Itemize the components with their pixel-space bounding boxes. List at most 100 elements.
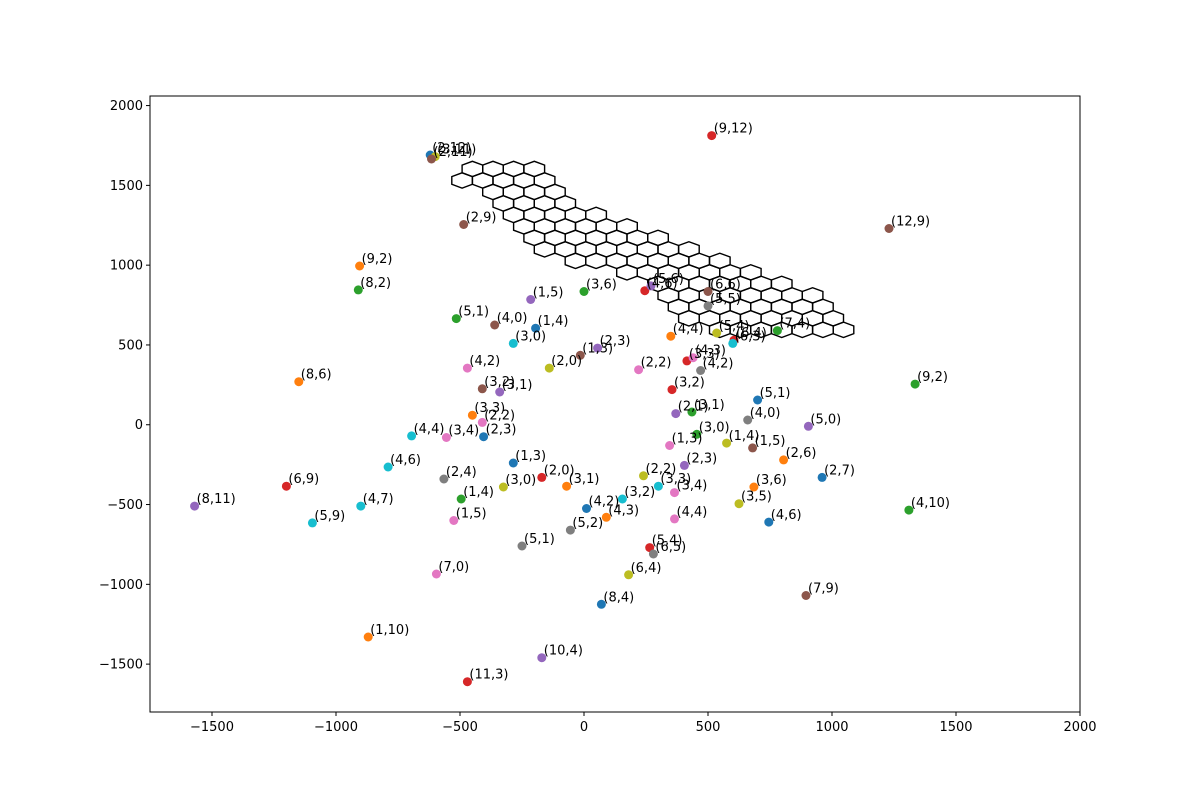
- point-label: (9,12): [714, 122, 753, 137]
- scatter-point: [508, 458, 518, 468]
- point-label: (1,5): [456, 507, 487, 522]
- scatter-point: [639, 471, 648, 481]
- scatter-point: [803, 421, 813, 431]
- point-label: (3,11): [437, 143, 476, 158]
- point-label: (3,3): [474, 401, 505, 416]
- scatter-point: [537, 472, 547, 482]
- point-label: (5,9): [314, 509, 345, 524]
- point-label: (5,2): [572, 516, 603, 531]
- point-label: (4,0): [497, 311, 528, 326]
- y-tick-label: −500: [107, 498, 143, 513]
- point-label: (2,0): [551, 354, 582, 369]
- scatter-point: [281, 481, 291, 491]
- scatter-point: [531, 323, 541, 333]
- scatter-point: [743, 415, 753, 425]
- scatter-point: [703, 287, 713, 296]
- scatter-point: [439, 474, 449, 484]
- scatter-point: [427, 154, 436, 164]
- scatter-point: [451, 314, 461, 324]
- y-tick-label: 1500: [110, 179, 143, 194]
- scatter-point: [544, 363, 554, 373]
- point-label: (1,5): [533, 286, 564, 301]
- point-label: (2,0): [544, 463, 575, 478]
- point-label: (4,6): [390, 453, 421, 468]
- y-tick-label: −1000: [99, 578, 143, 593]
- point-label: (2,6): [786, 446, 817, 461]
- scatter-point: [712, 328, 722, 338]
- scatter-point: [294, 377, 304, 387]
- scatter-point: [355, 261, 365, 271]
- point-label: (3,6): [586, 278, 617, 293]
- point-label: (1,4): [463, 485, 494, 500]
- scatter-point: [671, 409, 681, 419]
- point-label: (1,3): [582, 341, 613, 356]
- scatter-point: [688, 353, 698, 363]
- hex-grid: [451, 160, 855, 339]
- point-label: (5,6): [653, 272, 684, 287]
- point-label: (3,1): [694, 398, 725, 413]
- scatter-point: [707, 131, 717, 141]
- point-label: (2,4): [446, 465, 477, 480]
- scatter-point: [353, 285, 363, 295]
- point-label: (3,0): [699, 420, 730, 435]
- point-label: (1,3): [515, 449, 546, 464]
- y-tick-label: 1000: [110, 259, 143, 274]
- point-label: (1,4): [729, 429, 760, 444]
- point-label: (12,9): [891, 215, 930, 230]
- scatter-point: [490, 320, 500, 330]
- point-label: (5,1): [458, 305, 489, 320]
- point-label: (5,5): [710, 292, 741, 307]
- scatter-point: [670, 488, 679, 498]
- scatter-point: [884, 224, 894, 233]
- point-label: (3,0): [505, 473, 536, 488]
- point-label: (5,0): [810, 412, 841, 427]
- scatter-point: [508, 338, 518, 348]
- scatter-point: [363, 632, 373, 642]
- point-label: (6,5): [655, 540, 686, 555]
- scatter-point: [575, 350, 585, 360]
- point-label: (8,2): [360, 276, 391, 291]
- point-label: (2,3): [600, 334, 631, 349]
- point-label: (2,9): [466, 211, 497, 226]
- y-tick-label: −1500: [99, 658, 143, 673]
- point-label: (2,7): [824, 463, 855, 478]
- scatter-point: [449, 516, 459, 525]
- point-label: (11,3): [469, 668, 508, 683]
- point-label: (6,6): [710, 278, 741, 293]
- point-label: (1,3): [672, 432, 703, 447]
- point-label: (4,4): [414, 422, 445, 437]
- scatter-point: [653, 481, 663, 491]
- scatter-point: [667, 385, 677, 395]
- scatter-point: [666, 331, 676, 341]
- x-tick-label: 2000: [1063, 720, 1096, 735]
- scatter-point: [562, 481, 572, 491]
- point-label: (2,3): [686, 451, 717, 466]
- scatter-point: [640, 286, 650, 296]
- scatter-point: [617, 494, 627, 504]
- point-label: (5,1): [760, 386, 791, 401]
- point-label: (4,2): [469, 354, 500, 369]
- scatter-point: [703, 301, 713, 311]
- scatter-point: [407, 431, 417, 441]
- point-label: (4,6): [771, 508, 802, 523]
- point-label: (3,4): [448, 424, 479, 439]
- point-label: (2,2): [484, 408, 515, 423]
- point-label: (8,6): [301, 368, 332, 383]
- point-label: (5,4): [719, 319, 750, 334]
- scatter-point: [728, 338, 738, 348]
- scatter-point: [634, 365, 644, 375]
- point-label: (4,4): [677, 505, 708, 520]
- point-label: (7,9): [808, 582, 839, 597]
- x-tick-label: −500: [442, 720, 478, 735]
- point-label: (2,3): [486, 423, 517, 438]
- point-label: (4,6): [647, 277, 678, 292]
- scatter-point: [910, 379, 920, 389]
- point-label: (4,2): [703, 357, 734, 372]
- x-tick-label: 1000: [815, 720, 848, 735]
- point-label: (8,4): [603, 590, 634, 605]
- scatter-point: [593, 343, 603, 353]
- point-label: (3,4): [677, 479, 708, 494]
- point-label: (3,3): [660, 472, 691, 487]
- point-label: (1,5): [755, 434, 786, 449]
